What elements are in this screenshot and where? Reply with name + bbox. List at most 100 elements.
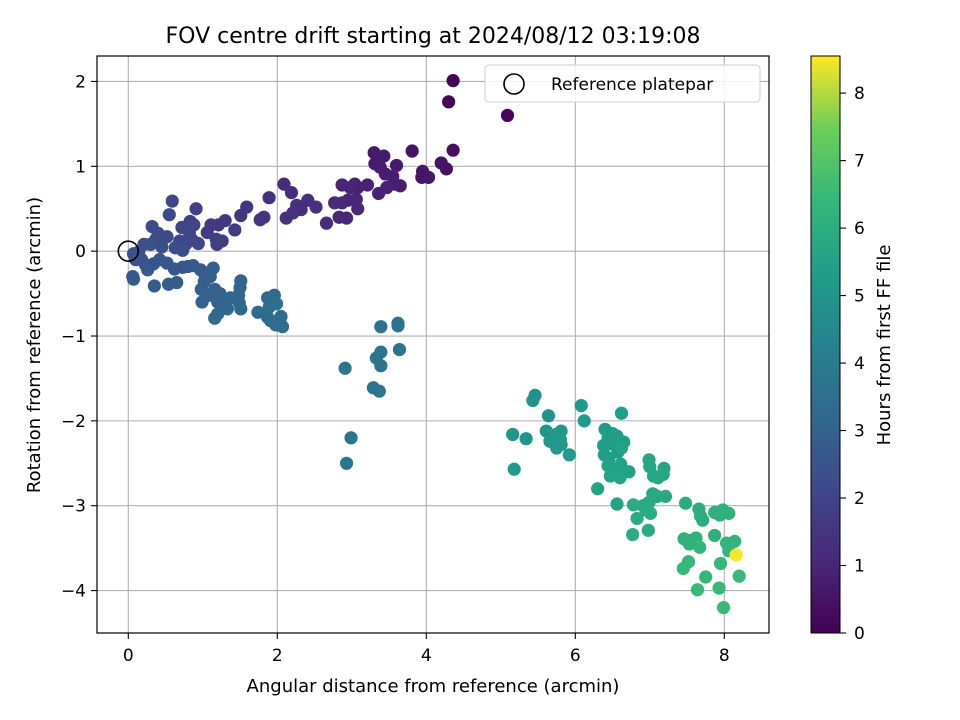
data-point: [554, 438, 568, 452]
data-point: [712, 581, 726, 595]
colorbar-tick-label: 5: [854, 287, 865, 307]
data-point: [434, 156, 448, 170]
data-point: [391, 319, 405, 333]
colorbar-tick-label: 4: [854, 354, 865, 374]
x-tick-label: 6: [570, 646, 581, 666]
data-point: [526, 393, 540, 408]
data-point: [708, 528, 722, 543]
data-point: [641, 523, 655, 537]
x-axis-ticks: 0 2 4 6 8: [123, 633, 730, 666]
data-point: [574, 398, 588, 413]
legend-box: [484, 64, 761, 103]
data-point: [577, 414, 591, 428]
data-point: [500, 108, 515, 122]
data-point: [676, 561, 690, 576]
data-point: [215, 234, 229, 248]
data-point: [446, 143, 460, 157]
data-point: [690, 583, 705, 597]
x-axis-label: Angular distance from reference (arcmin): [247, 676, 620, 697]
data-point: [275, 320, 290, 334]
y-tick-label: −4: [61, 582, 86, 602]
data-point: [189, 202, 203, 216]
data-point: [338, 361, 352, 375]
colorbar-tick-label: 3: [854, 422, 865, 442]
data-point: [262, 191, 276, 205]
data-point: [234, 302, 248, 316]
data-point: [729, 548, 743, 562]
data-point: [446, 74, 460, 88]
data-point: [228, 223, 242, 237]
y-tick-label: −3: [61, 497, 86, 517]
data-point: [507, 462, 521, 476]
data-point: [170, 275, 184, 290]
data-point: [165, 194, 179, 208]
y-tick-label: 2: [75, 72, 86, 92]
data-point: [147, 279, 161, 293]
data-point: [162, 208, 176, 222]
data-point: [234, 208, 248, 223]
data-point: [732, 569, 746, 583]
data-point: [220, 302, 234, 316]
data-point: [614, 406, 629, 420]
data-point: [614, 441, 629, 455]
data-point: [141, 263, 155, 277]
y-axis-ticks: −4 −3 −2 −1 0 1 2: [61, 72, 97, 602]
data-point: [279, 211, 293, 225]
data-point: [405, 144, 419, 158]
data-point: [251, 305, 265, 319]
data-point: [253, 213, 267, 227]
data-point: [506, 427, 520, 442]
data-point: [319, 216, 334, 230]
colorbar-tick-label: 1: [854, 557, 865, 577]
data-point: [716, 600, 731, 615]
data-point: [682, 537, 696, 551]
data-point: [728, 534, 742, 548]
data-point: [372, 186, 386, 201]
grid: [97, 56, 769, 633]
data-point: [328, 196, 342, 210]
colorbar: 0 1 2 3 4 5 6 7 8 Hours from first FF file: [810, 55, 895, 644]
data-point: [262, 300, 276, 314]
data-point: [372, 384, 386, 398]
data-point: [415, 170, 429, 184]
x-tick-label: 4: [421, 646, 432, 666]
data-point: [175, 220, 189, 235]
y-tick-label: 1: [75, 157, 86, 177]
y-tick-label: 0: [75, 242, 86, 262]
data-point: [722, 506, 736, 520]
y-axis-label: Rotation from reference (arcmin): [24, 197, 45, 493]
data-point: [195, 295, 209, 309]
data-point: [155, 240, 169, 254]
data-point: [339, 456, 354, 470]
data-point: [678, 496, 693, 510]
data-point: [191, 236, 205, 251]
legend-reference-marker: [503, 73, 525, 95]
data-point: [591, 482, 605, 496]
data-point: [208, 311, 222, 325]
data-point: [658, 489, 673, 503]
colorbar-label: Hours from first FF file: [874, 245, 895, 446]
data-point: [144, 237, 158, 251]
data-point: [630, 511, 644, 526]
data-point: [693, 540, 707, 554]
data-point: [562, 448, 576, 462]
legend: Reference platepar: [484, 64, 761, 103]
data-point: [392, 342, 407, 357]
legend-entry: Reference platepar: [551, 75, 713, 95]
x-tick-label: 0: [123, 646, 134, 666]
data-point: [351, 202, 365, 216]
reference-marker: [117, 240, 140, 262]
data-point: [126, 272, 141, 286]
colorbar-tick-label: 8: [854, 84, 865, 104]
x-tick-label: 2: [272, 646, 283, 666]
data-points: [117, 74, 746, 615]
data-point: [651, 471, 665, 485]
data-point: [234, 274, 248, 288]
colorbar-ticks: 0 1 2 3 4 5 6 7 8: [840, 84, 865, 644]
data-point: [643, 506, 658, 520]
data-point: [699, 570, 713, 584]
data-point: [713, 556, 728, 571]
data-point: [200, 225, 214, 240]
data-point: [519, 432, 533, 446]
